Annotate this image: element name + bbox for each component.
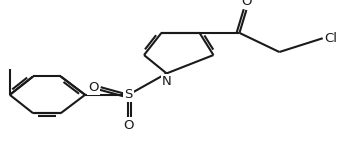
Text: O: O [88, 81, 99, 94]
Text: O: O [241, 0, 252, 8]
Text: N: N [162, 75, 171, 88]
Text: Cl: Cl [324, 32, 337, 45]
Text: O: O [123, 119, 134, 132]
Text: S: S [124, 88, 133, 101]
